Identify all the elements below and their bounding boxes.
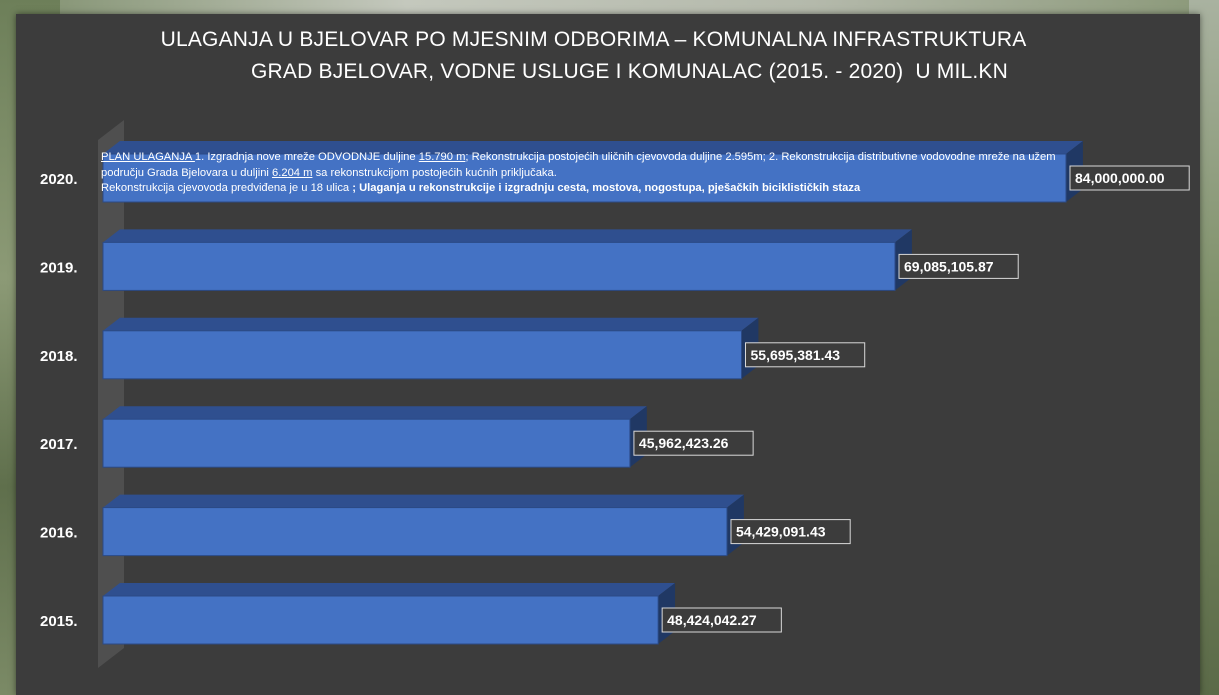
category-label-3: 2017.	[40, 436, 78, 453]
annotation-text-5: ; Ulaganja u rekonstrukcije i izgradnju …	[352, 182, 861, 194]
chart-title-line2: GRAD BJELOVAR, VODNE USLUGE I KOMUNALAC …	[251, 60, 1008, 83]
value-label-box-4	[730, 519, 851, 545]
bars-layer: 2020. 84,000,000.00 2019. 69,085,105.87 2018…	[40, 141, 1190, 645]
bar-5	[102, 595, 659, 645]
annotation-plan-heading: PLAN ULAGANJA	[101, 151, 195, 163]
annotation-text-2: ; Rekonstrukcija postojećih uličnih cjev…	[101, 151, 1056, 179]
bar-3	[102, 418, 631, 468]
bar-top-5	[103, 583, 676, 596]
bar-top-4	[103, 494, 744, 508]
value-label-box-1	[898, 253, 1019, 279]
bar-top-0	[103, 141, 1083, 154]
category-label-1: 2019.	[40, 259, 78, 276]
category-label-0: 2020.	[40, 171, 78, 188]
bar-top-1	[103, 229, 912, 243]
chart-title-line1: ULAGANJA U BJELOVAR PO MJESNIM ODBORIMA …	[160, 28, 1027, 51]
category-label-2: 2018.	[40, 348, 78, 365]
bar-2	[102, 330, 743, 380]
value-label-2: 55,695,381.43	[751, 347, 841, 363]
value-label-box-3	[633, 430, 754, 456]
value-label-box-2	[745, 342, 866, 368]
value-label-0: 84,000,000.00	[1075, 170, 1165, 186]
category-label-5: 2015.	[40, 613, 78, 630]
bar-4	[102, 507, 728, 557]
bar-1	[102, 241, 896, 291]
category-label-4: 2016.	[40, 525, 78, 542]
annotation-text-3: sa rekonstrukcijom postojećih kućnih pri…	[312, 166, 557, 179]
value-label-1: 69,085,105.87	[904, 258, 994, 274]
plan-annotation: PLAN ULAGANJA 1. Izgradnja nove mreže OD…	[101, 150, 1066, 197]
background-photo-top	[0, 0, 1219, 16]
value-label-5: 48,424,042.27	[667, 612, 757, 628]
annotation-text-4: Rekonstrukcija cjevovoda predviđena je u…	[101, 182, 353, 194]
annotation-length-1: 15.790 m	[418, 151, 466, 163]
annotation-text-1: 1. Izgradnja nove mreže ODVODNJE duljine	[194, 151, 419, 163]
value-label-box-5	[661, 607, 782, 633]
bar-top-2	[103, 317, 759, 331]
bar-0	[102, 153, 1067, 203]
value-label-4: 54,429,091.43	[736, 524, 826, 540]
value-label-box-0	[1069, 165, 1190, 191]
value-label-3: 45,962,423.26	[639, 435, 729, 451]
annotation-length-2: 6.204 m	[272, 166, 313, 179]
bar-top-3	[103, 406, 647, 420]
